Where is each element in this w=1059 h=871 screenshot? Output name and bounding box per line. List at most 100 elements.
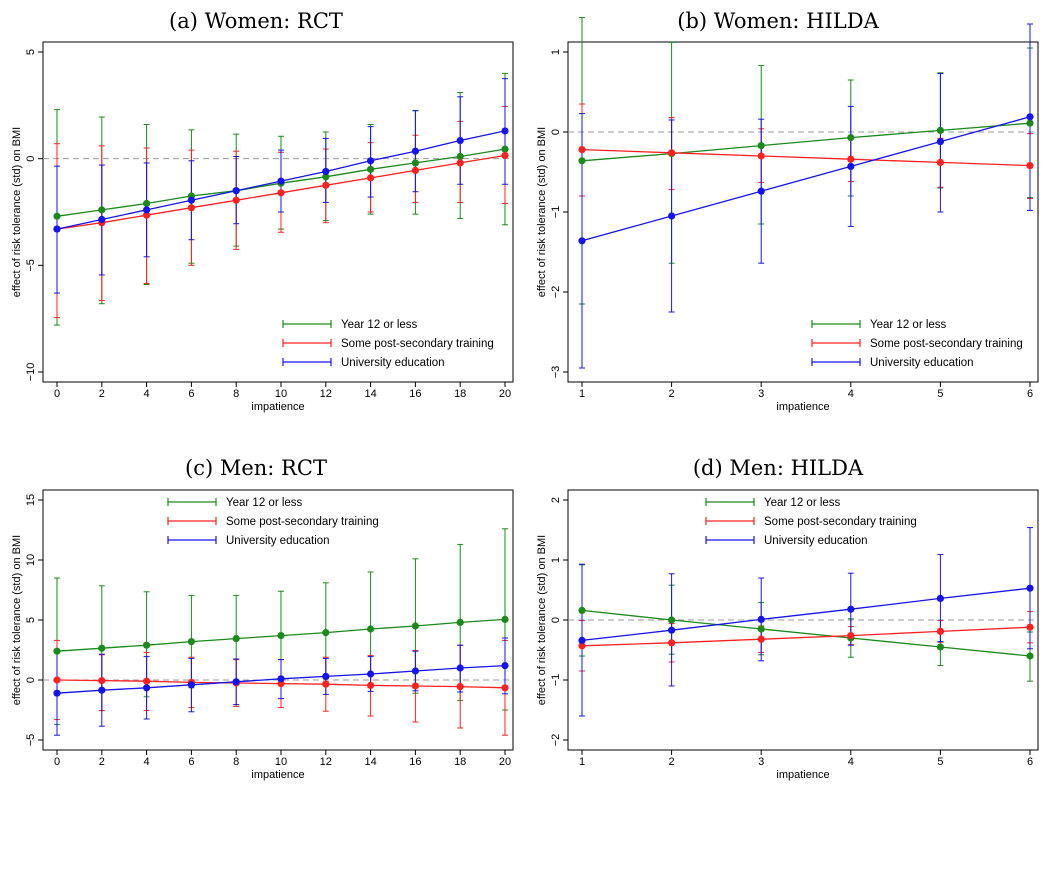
data-point xyxy=(501,684,509,692)
series-line xyxy=(581,116,1031,242)
y-tick-label: −1 xyxy=(550,206,562,219)
data-point xyxy=(367,681,375,690)
panel-title: (a) Women: RCT xyxy=(169,9,343,33)
y-tick-label: −5 xyxy=(25,734,37,747)
x-tick-label: 18 xyxy=(454,388,466,400)
legend-label: Some post-secondary training xyxy=(764,516,917,528)
data-point xyxy=(1026,623,1034,631)
x-tick-label: 10 xyxy=(275,388,287,400)
data-point xyxy=(578,157,586,165)
data-point xyxy=(232,635,240,643)
panel-4: (d) Men: HILDA 1 2 3 4 5 6 −2 −1 0 1 2 impatience eff… xyxy=(536,456,1039,781)
legend-label: Year 12 or less xyxy=(226,497,303,509)
series-line xyxy=(581,626,1031,647)
data-point xyxy=(1026,113,1034,121)
x-tick-label: 16 xyxy=(409,388,421,400)
x-axis-label: impatience xyxy=(251,769,304,781)
data-point xyxy=(668,149,676,157)
y-tick-label: −2 xyxy=(550,286,562,299)
data-point xyxy=(53,689,61,697)
y-tick-label: 10 xyxy=(25,554,37,566)
panel-2: (b) Women: HILDA 1 2 3 4 5 6 −3 −2 −1 0 1 impatience… xyxy=(536,9,1039,413)
series-1 xyxy=(579,17,1033,305)
data-point xyxy=(367,157,375,165)
plot-frame xyxy=(42,41,514,383)
y-axis-label: effect of risk tolerance (std) on BMI xyxy=(536,127,548,297)
x-tick-label: 8 xyxy=(233,388,239,400)
data-point xyxy=(501,151,509,160)
data-point xyxy=(367,165,375,173)
y-tick-label: 0 xyxy=(25,677,37,683)
x-tick-label: 1 xyxy=(579,388,585,400)
data-point xyxy=(187,196,195,204)
x-tick-label: 6 xyxy=(1027,756,1033,768)
y-tick-label: −3 xyxy=(550,366,562,379)
data-point xyxy=(1026,162,1034,170)
legend-label: University education xyxy=(226,535,330,547)
data-point xyxy=(1026,652,1034,660)
data-point xyxy=(501,145,509,153)
data-point xyxy=(1026,119,1034,127)
x-axis-label: impatience xyxy=(776,401,829,413)
data-point xyxy=(232,187,240,195)
data-point xyxy=(936,643,945,651)
x-tick-label: 12 xyxy=(320,388,332,400)
data-point xyxy=(936,126,945,134)
data-point xyxy=(232,678,240,686)
y-tick-label: −10 xyxy=(25,363,37,382)
data-point xyxy=(456,159,464,167)
x-tick-label: 6 xyxy=(188,388,194,400)
series-line xyxy=(581,609,1031,657)
data-point xyxy=(456,152,464,161)
legend-label: Some post-secondary training xyxy=(341,338,494,350)
series-3 xyxy=(579,23,1033,369)
x-tick-label: 4 xyxy=(848,388,854,400)
x-tick-label: 2 xyxy=(669,388,675,400)
y-tick-label: 1 xyxy=(550,557,562,563)
y-tick-label: −2 xyxy=(550,734,562,747)
x-tick-label: 16 xyxy=(409,756,421,768)
data-point xyxy=(98,644,106,652)
data-point xyxy=(143,641,151,649)
data-point xyxy=(322,173,330,181)
x-tick-label: 2 xyxy=(99,388,105,400)
data-point xyxy=(143,211,151,219)
legend: Year 12 or less Some post-secondary train… xyxy=(282,319,494,369)
y-tick-label: 5 xyxy=(25,49,37,55)
data-point xyxy=(367,670,375,678)
data-point xyxy=(322,680,330,688)
panel-title: (d) Men: HILDA xyxy=(693,456,864,480)
data-point xyxy=(143,684,151,692)
data-point xyxy=(757,187,765,195)
plot-frame xyxy=(567,41,1039,383)
x-tick-label: 0 xyxy=(54,388,60,400)
data-point xyxy=(578,606,586,615)
data-point xyxy=(456,664,464,672)
data-point xyxy=(456,618,464,627)
legend: Year 12 or less Some post-secondary train… xyxy=(811,319,1023,369)
x-tick-label: 0 xyxy=(54,756,60,768)
data-point xyxy=(98,677,106,685)
data-point xyxy=(277,632,285,640)
x-tick-label: 4 xyxy=(848,756,854,768)
legend-label: University education xyxy=(870,357,974,369)
legend-label: Some post-secondary training xyxy=(870,338,1023,350)
panel-title: (c) Men: RCT xyxy=(185,456,327,480)
y-tick-label: −5 xyxy=(25,259,37,272)
x-tick-label: 6 xyxy=(1027,388,1033,400)
data-point xyxy=(53,212,61,220)
data-point xyxy=(322,167,330,176)
series-3 xyxy=(579,527,1033,717)
y-tick-label: 2 xyxy=(550,497,562,503)
data-point xyxy=(578,146,586,154)
data-point xyxy=(322,181,330,189)
data-point xyxy=(578,237,586,245)
data-point xyxy=(98,215,106,224)
y-axis-label: effect of risk tolerance (std) on BMI xyxy=(11,127,23,297)
data-point xyxy=(187,638,195,646)
legend: Year 12 or less Some post-secondary train… xyxy=(705,497,917,547)
series-2 xyxy=(579,611,1033,672)
data-point xyxy=(143,206,151,214)
data-point xyxy=(757,152,765,160)
panel-1: (a) Women: RCT 0 2 4 6 8 10 12 14 16 18 20 −10 −5 0 5 im… xyxy=(11,9,514,413)
